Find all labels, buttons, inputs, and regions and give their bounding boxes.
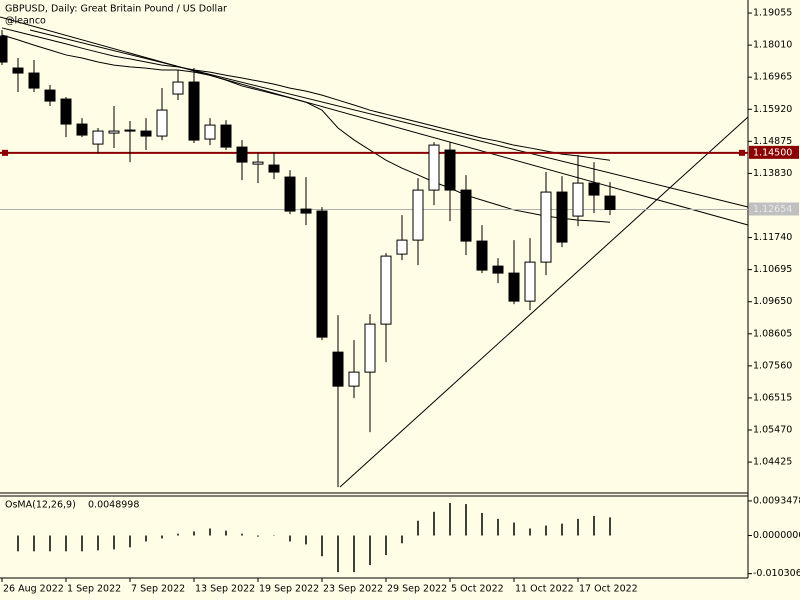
chart-title: GBPUSD, Daily: Great Britain Pound / US … bbox=[5, 4, 227, 15]
candle-body bbox=[332, 351, 344, 387]
level-label-box bbox=[749, 145, 799, 159]
candle-body bbox=[476, 240, 488, 271]
candle-body bbox=[316, 210, 328, 338]
candle-body bbox=[28, 72, 40, 89]
price-label-box bbox=[749, 202, 799, 216]
candle-body bbox=[556, 191, 568, 243]
y-tick-label: 1.09650 bbox=[753, 296, 792, 307]
candle-body bbox=[12, 67, 24, 74]
trendlines bbox=[0, 16, 749, 488]
y-tick-label: 1.04425 bbox=[753, 457, 792, 468]
x-tick-label: 5 Oct 2022 bbox=[451, 584, 504, 595]
level-marker bbox=[2, 149, 8, 156]
candle-body bbox=[92, 130, 104, 145]
x-tick-label: 23 Sep 2022 bbox=[323, 584, 383, 595]
y-tick-label: 1.08605 bbox=[753, 328, 792, 339]
candle-body bbox=[76, 123, 88, 136]
price-label: 1.12654 bbox=[753, 204, 792, 215]
trendline bbox=[339, 116, 749, 488]
y-tick-label: 1.07560 bbox=[753, 360, 792, 371]
candle-body bbox=[220, 124, 232, 148]
candle-body bbox=[524, 261, 536, 302]
y-tick-label: 1.05470 bbox=[753, 425, 792, 436]
y-tick-label: 1.14875 bbox=[753, 136, 792, 147]
candle-body bbox=[396, 239, 408, 255]
indicator-value: 0.0048998 bbox=[88, 500, 139, 511]
y-tick-label: -0.0103064 bbox=[753, 568, 800, 579]
chart-subtitle: @leanco bbox=[5, 16, 46, 27]
x-tick-label: 1 Sep 2022 bbox=[67, 584, 121, 595]
y-tick-label: 1.13830 bbox=[753, 168, 792, 179]
candle-body bbox=[0, 35, 8, 63]
candle-body bbox=[268, 164, 280, 173]
candle-body bbox=[204, 124, 216, 140]
x-tick-label: 17 Oct 2022 bbox=[579, 584, 638, 595]
candle-body bbox=[492, 265, 504, 274]
moving-average bbox=[1, 27, 611, 161]
candle-body bbox=[444, 149, 456, 191]
candle-body bbox=[412, 189, 424, 241]
x-tick-label: 13 Sep 2022 bbox=[195, 584, 255, 595]
level-label: 1.14500 bbox=[753, 147, 792, 158]
candle-body bbox=[460, 189, 472, 242]
trendline bbox=[0, 16, 749, 226]
x-tick-label: 29 Sep 2022 bbox=[387, 584, 447, 595]
x-tick-label: 19 Sep 2022 bbox=[259, 584, 319, 595]
candle-body bbox=[364, 323, 376, 373]
candle-body bbox=[172, 81, 184, 95]
y-tick-label: 1.16965 bbox=[753, 72, 792, 83]
candle-body bbox=[236, 146, 248, 163]
candle-body bbox=[428, 144, 440, 191]
y-tick-label: 0.0093478 bbox=[753, 495, 800, 506]
candle-body bbox=[156, 109, 168, 137]
candle-body bbox=[188, 81, 200, 141]
candle-body bbox=[284, 176, 296, 212]
candle-body bbox=[380, 255, 392, 325]
candle-body bbox=[108, 130, 120, 134]
level-marker bbox=[739, 149, 745, 156]
y-tick-label: 1.18010 bbox=[753, 40, 792, 51]
candle-body bbox=[348, 371, 360, 387]
candle-body bbox=[124, 129, 136, 132]
candle-body bbox=[44, 89, 56, 102]
candle-body bbox=[604, 195, 616, 211]
trendline bbox=[29, 29, 749, 208]
candle-body bbox=[300, 208, 312, 214]
moving-average bbox=[1, 34, 611, 223]
candle-body bbox=[588, 182, 600, 196]
candle-body bbox=[60, 98, 72, 125]
y-tick-label: 1.06515 bbox=[753, 392, 792, 403]
y-tick-label: 1.15920 bbox=[753, 104, 792, 115]
y-tick-label: 1.10695 bbox=[753, 264, 792, 275]
candle-body bbox=[252, 161, 264, 165]
x-tick-label: 11 Oct 2022 bbox=[515, 584, 574, 595]
y-tick-label: 1.11740 bbox=[753, 232, 792, 243]
candle-body bbox=[572, 182, 584, 217]
candle-body bbox=[540, 191, 552, 263]
indicator-title: OsMA(12,26,9) bbox=[5, 500, 76, 511]
candle-body bbox=[508, 272, 520, 302]
candle-body bbox=[140, 130, 152, 137]
y-tick-label: 1.19055 bbox=[753, 8, 792, 19]
y-tick-label: 0.0000000 bbox=[753, 530, 800, 541]
x-tick-label: 7 Sep 2022 bbox=[131, 584, 185, 595]
x-tick-label: 26 Aug 2022 bbox=[3, 584, 64, 595]
